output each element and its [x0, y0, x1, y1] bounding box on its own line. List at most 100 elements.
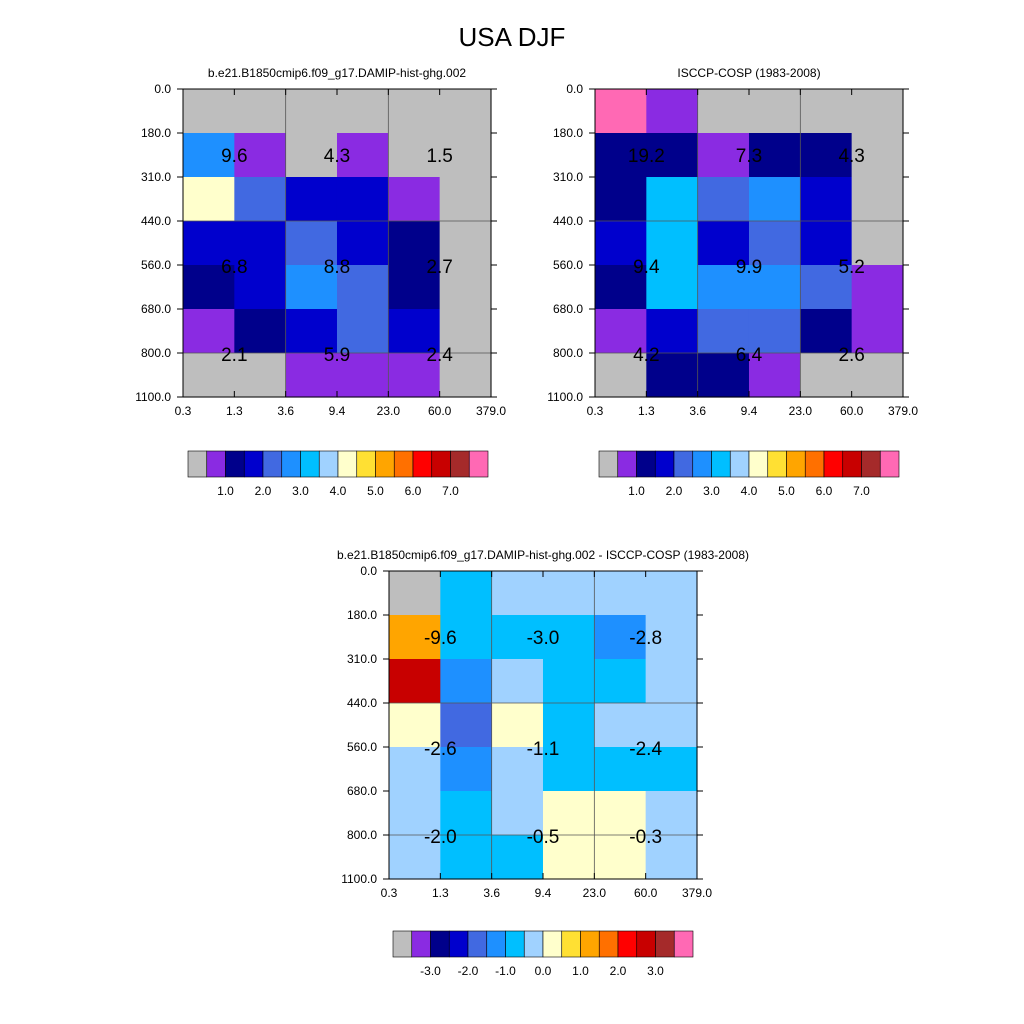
page-title: USA DJF: [459, 22, 566, 52]
colorbar-swatch: [356, 450, 376, 478]
colorbar: 1.0 2.0 3.0 4.0 5.0 6.0 7.0: [187, 450, 489, 498]
heatmap-cell: [851, 133, 904, 178]
panel-2: ISCCP-COSP (1983-2008) 0.3 1.3 3.6 9.4 23.0 60…: [547, 66, 918, 498]
colorbar-swatch: [729, 450, 750, 478]
heatmap-cell: [595, 265, 647, 310]
plots: b.e21.B1850cmip6.f09_g17.DAMIP-hist-ghg.…: [135, 66, 918, 978]
heatmap-cell: [800, 265, 853, 310]
x-tick-label: 3.6: [483, 886, 500, 900]
heatmap-cell: [491, 571, 544, 616]
colorbar-swatch: [598, 450, 619, 478]
colorbar-swatch: [767, 450, 787, 478]
colorbar-label: 4.0: [741, 484, 758, 498]
cell-annotation: 4.3: [838, 146, 864, 167]
y-tick-label: 180.0: [553, 126, 583, 140]
heatmap-cell: [336, 309, 389, 354]
colorbar-swatch: [337, 450, 358, 478]
heatmap-cell: [697, 309, 750, 354]
heatmap-cell: [285, 177, 338, 222]
x-tick-label: 1.3: [432, 886, 449, 900]
colorbar-swatch: [823, 450, 844, 478]
heatmap-cell: [388, 221, 441, 266]
heatmap-cell: [800, 309, 853, 354]
cell-annotation: -2.4: [629, 739, 662, 760]
heatmap-cell: [851, 309, 904, 354]
heatmap-cell: [594, 835, 647, 880]
heatmap-cell: [234, 309, 287, 354]
heatmap-cell: [439, 89, 492, 134]
heatmap-cell: [389, 659, 441, 704]
colorbar-swatch: [281, 450, 301, 478]
colorbar-label: 5.0: [367, 484, 384, 498]
heatmap-cell: [594, 747, 647, 792]
heatmap-cell: [645, 747, 698, 792]
heatmap-cell: [285, 89, 338, 134]
heatmap-cell: [646, 133, 699, 178]
heatmap-cell: [491, 747, 544, 792]
colorbar: -3.0 -2.0 -1.0 0.0 1.0 2.0 3.0: [392, 930, 694, 978]
heatmap-cell: [800, 353, 853, 398]
y-tick-label: 560.0: [141, 258, 171, 272]
cell-annotation: 5.2: [838, 257, 864, 278]
colorbar-swatch: [467, 930, 488, 958]
heatmap-cell: [285, 221, 338, 266]
heatmap-cell: [697, 177, 750, 222]
colorbar: 1.0 2.0 3.0 4.0 5.0 6.0 7.0: [598, 450, 900, 498]
heatmap-cell: [234, 221, 287, 266]
colorbar-label: 4.0: [330, 484, 347, 498]
colorbar-swatch: [617, 930, 638, 958]
x-tick-label: 9.4: [741, 404, 758, 418]
heatmap-cell: [285, 353, 338, 398]
cell-annotation: 9.9: [736, 257, 762, 278]
heatmap-cell: [439, 177, 492, 222]
colorbar-swatch: [243, 450, 264, 478]
x-tick-label: 0.3: [381, 886, 398, 900]
y-tick-label: 560.0: [347, 740, 377, 754]
heatmap-cell: [594, 571, 647, 616]
x-tick-label: 379.0: [476, 404, 506, 418]
cell-annotation: 8.8: [324, 257, 350, 278]
colorbar-swatch: [655, 930, 675, 958]
y-tick-label: 680.0: [347, 784, 377, 798]
colorbar-swatch: [748, 450, 769, 478]
heatmap-cell: [388, 177, 441, 222]
heatmap-cell: [595, 353, 647, 398]
heatmap-cell: [542, 835, 595, 880]
heatmap-cell: [851, 177, 904, 222]
x-tick-label: 3.6: [277, 404, 294, 418]
panel-title: b.e21.B1850cmip6.f09_g17.DAMIP-hist-ghg.…: [208, 66, 466, 80]
colorbar-swatch: [448, 930, 469, 958]
heatmap-cell: [748, 177, 801, 222]
heatmap-cell: [697, 353, 750, 398]
y-tick-label: 1100.0: [547, 390, 583, 404]
colorbar-label: 0.0: [535, 964, 552, 978]
x-tick-label: 9.4: [535, 886, 552, 900]
y-tick-label: 310.0: [141, 170, 171, 184]
cell-annotation: -2.0: [424, 827, 457, 848]
colorbar-swatch: [262, 450, 283, 478]
panel-title: ISCCP-COSP (1983-2008): [677, 66, 820, 80]
panel-title: b.e21.B1850cmip6.f09_g17.DAMIP-hist-ghg.…: [337, 548, 749, 562]
heatmap-cell: [851, 353, 904, 398]
colorbar-swatch: [842, 450, 862, 478]
colorbar-swatch: [393, 450, 414, 478]
heatmap-cell: [285, 309, 338, 354]
colorbar-label: -3.0: [420, 964, 441, 978]
heatmap-cell: [594, 791, 647, 836]
cell-annotation: 9.6: [221, 146, 247, 167]
x-tick-label: 23.0: [583, 886, 607, 900]
colorbar-label: 2.0: [255, 484, 272, 498]
cell-annotation: 7.3: [736, 146, 762, 167]
heatmap-cell: [440, 703, 493, 748]
colorbar-swatch: [523, 930, 544, 958]
heatmap-cell: [645, 659, 698, 704]
heatmap-cell: [491, 791, 544, 836]
heatmap-cell: [800, 89, 853, 134]
heatmap-cell: [542, 747, 595, 792]
heatmap-cell: [491, 703, 544, 748]
x-tick-label: 60.0: [634, 886, 658, 900]
heatmap-cell: [542, 703, 595, 748]
colorbar-swatch: [486, 930, 506, 958]
x-tick-label: 1.3: [638, 404, 655, 418]
heatmap-cell: [336, 353, 389, 398]
